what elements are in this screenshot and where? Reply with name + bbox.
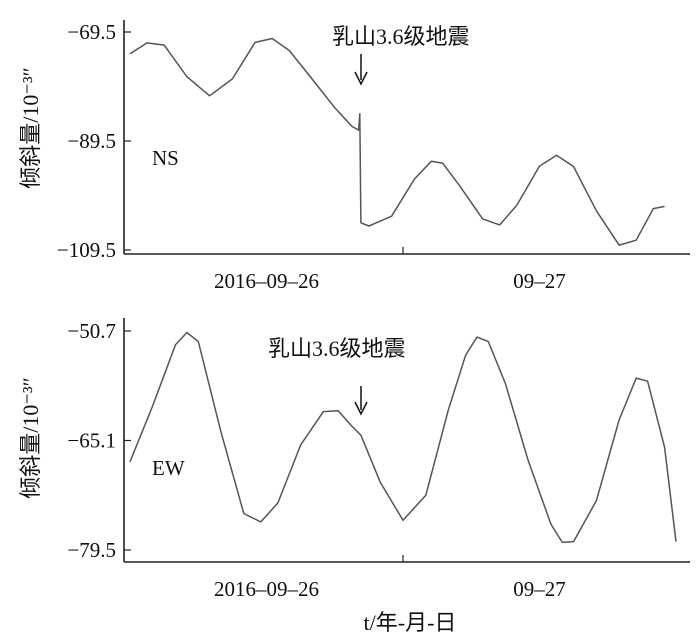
- ns-ticks: [124, 31, 404, 254]
- ns-annotation-text: 乳山3.6级地震: [332, 24, 470, 49]
- ew-earthquake-annotation: 乳山3.6级地震: [268, 336, 406, 416]
- ns-annotation-arrow-head: [354, 71, 368, 86]
- ew-annotation-arrow-head: [354, 401, 368, 416]
- ns-labels: −69.5 −89.5 −109.5 2016–09–26 09–27: [57, 20, 566, 293]
- ns-date-label-1: 09–27: [513, 269, 566, 293]
- ns-tilt-curve: [129, 37, 665, 246]
- ns-y-tick-label-0: −69.5: [67, 20, 116, 44]
- ew-labels: −50.7 −65.1 −79.5 2016–09–26 09–27: [67, 319, 565, 601]
- x-axis-label: t/年-月-日: [364, 610, 457, 635]
- ew-panel: −50.7 −65.1 −79.5 2016–09–26 09–27 EW 倾斜量/10…: [18, 318, 690, 601]
- ew-date-label-1: 09–27: [513, 577, 566, 601]
- ns-component-label: NS: [152, 146, 179, 170]
- ns-y-tick-label-2: −109.5: [57, 238, 116, 262]
- ns-y-axis-label: 倾斜量/10⁻³″: [18, 67, 43, 188]
- ew-y-tick-label-1: −65.1: [67, 429, 116, 453]
- ns-date-label-0: 2016–09–26: [214, 269, 319, 293]
- ew-ticks: [124, 330, 404, 562]
- ew-y-tick-label-0: −50.7: [67, 319, 116, 343]
- ew-component-label: EW: [152, 456, 185, 480]
- ew-y-axis-label: 倾斜量/10⁻³″: [18, 377, 43, 498]
- ns-y-tick-label-1: −89.5: [67, 129, 116, 153]
- ew-date-label-0: 2016–09–26: [214, 577, 319, 601]
- ns-panel: −69.5 −89.5 −109.5 2016–09–26 09–27 NS 倾斜量/1…: [18, 20, 690, 293]
- ew-tilt-curve: [129, 331, 677, 544]
- ew-annotation-text: 乳山3.6级地震: [268, 336, 406, 361]
- ns-earthquake-annotation: 乳山3.6级地震: [332, 24, 470, 86]
- ew-y-tick-label-2: −79.5: [67, 538, 116, 562]
